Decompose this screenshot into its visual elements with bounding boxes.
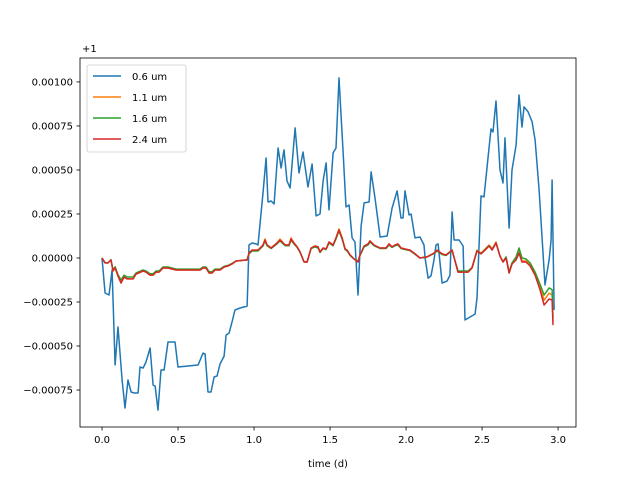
x-tick-label: 0.0 [94, 435, 110, 446]
axes-frame [79, 57, 577, 428]
legend-label: 0.6 um [132, 72, 167, 83]
y-tick-label: −0.00050 [23, 342, 73, 353]
y-tick-label: −0.00075 [23, 386, 73, 397]
y-tick-label: −0.00025 [23, 298, 73, 309]
x-axis-label: time (d) [308, 459, 348, 470]
y-axis: −0.00075 −0.00050 −0.00025 0.00000 0.00025 0.… [23, 77, 80, 397]
legend-label: 1.1 um [132, 93, 167, 104]
y-tick-label: 0.00050 [32, 165, 73, 176]
y-tick-label: 0.00000 [32, 253, 73, 264]
x-tick-label: 0.5 [170, 435, 186, 446]
legend-label: 2.4 um [132, 135, 167, 146]
x-tick-label: 1.0 [246, 435, 262, 446]
x-tick-label: 3.0 [550, 435, 566, 446]
series-line-2-4-um [101, 229, 554, 326]
legend-label: 1.6 um [132, 114, 167, 125]
x-axis: 0.0 0.5 1.0 1.5 2.0 2.5 3.0 [94, 427, 566, 446]
x-tick-label: 2.5 [474, 435, 490, 446]
legend-box [86, 64, 187, 153]
legend: 0.6 um 1.1 um 1.6 um 2.4 um [86, 64, 187, 153]
y-tick-label: 0.00100 [32, 77, 73, 88]
y-tick-label: 0.00025 [32, 209, 73, 220]
y-offset-text: +1 [82, 44, 97, 55]
x-tick-label: 2.0 [398, 435, 414, 446]
series-line-0-6-um [101, 77, 555, 411]
x-tick-label: 1.5 [322, 435, 338, 446]
y-tick-label: 0.00075 [32, 121, 73, 132]
plot-lines [101, 77, 555, 411]
